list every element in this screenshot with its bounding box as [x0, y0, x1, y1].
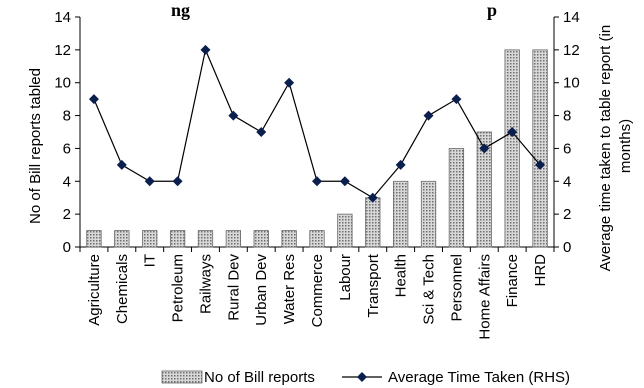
- bar: [169, 230, 186, 248]
- line-point: [312, 176, 322, 187]
- bar: [225, 230, 242, 248]
- line-point: [256, 127, 267, 137]
- line-point: [200, 44, 211, 55]
- bar: [281, 230, 297, 248]
- bar: [86, 230, 102, 248]
- bar: [253, 230, 269, 248]
- x-tick-label: Labour: [337, 254, 354, 301]
- line-point: [451, 94, 462, 105]
- x-tick-label: Railways: [197, 254, 214, 314]
- y-tick-label-left: 14: [54, 9, 71, 26]
- line-point: [172, 176, 183, 187]
- line-point: [367, 192, 378, 203]
- y-tick-label-right: 14: [563, 9, 580, 26]
- bar: [392, 180, 409, 248]
- x-tick-label: Finance: [504, 254, 521, 307]
- x-tick-label: Sci & Tech: [421, 254, 438, 325]
- bar: [365, 197, 381, 248]
- bar: [337, 213, 353, 248]
- y-tick-label-left: 10: [54, 75, 71, 92]
- x-tick-label: Transport: [365, 253, 382, 317]
- line-point: [144, 176, 155, 187]
- line-point: [116, 159, 127, 170]
- chart-title: ng p: [171, 0, 497, 20]
- x-tick-label: HRD: [532, 254, 549, 287]
- bar: [476, 131, 492, 248]
- x-tick-label: Urban Dev: [253, 254, 270, 326]
- x-tick-label: Petroleum: [170, 254, 187, 322]
- line-point: [228, 110, 239, 121]
- bar: [420, 180, 437, 248]
- y-tick-label-right: 10: [563, 75, 580, 92]
- bar: [197, 230, 214, 248]
- y-tick-label-left: 0: [63, 239, 71, 256]
- y-tick-label-right: 8: [563, 108, 571, 125]
- line-series: [88, 44, 546, 203]
- x-tick-label: IT: [142, 254, 159, 267]
- y-axis-left-label: No of Bill reports tabled: [27, 68, 44, 224]
- y-tick-label-right: 2: [563, 206, 571, 223]
- line-point: [507, 127, 518, 137]
- line-point: [88, 94, 99, 105]
- line-point: [395, 159, 406, 170]
- y-tick-label-left: 8: [63, 108, 71, 125]
- bar: [448, 148, 465, 248]
- y-tick-label-right: 6: [563, 140, 571, 157]
- y-tick-label-left: 6: [63, 140, 71, 157]
- tick-labels: 0 0 2 2 4 4 6 6 8 8 10 10 12 12 14 14 Agriculture Chemica…: [54, 9, 579, 340]
- legend-line-marker: [357, 372, 367, 382]
- line-point: [284, 77, 295, 88]
- x-tick-label: Agriculture: [86, 254, 103, 326]
- line-point: [535, 159, 546, 170]
- bar: [114, 230, 130, 248]
- legend: No of Bill reports Average Time Taken (R…: [161, 369, 570, 386]
- line-point: [339, 176, 350, 187]
- legend-bar-label: No of Bill reports: [204, 369, 315, 386]
- line-point: [423, 110, 434, 121]
- line-point: [479, 143, 490, 154]
- y-tick-label-left: 2: [63, 206, 71, 223]
- x-tick-label: Health: [393, 254, 410, 297]
- bar: [532, 49, 548, 248]
- bar: [504, 49, 520, 248]
- x-tick-label: Chemicals: [114, 254, 131, 324]
- x-tick-label: Personnel: [448, 254, 465, 322]
- legend-bar-swatch: [161, 370, 203, 384]
- x-tick-label: Home Affairs: [476, 254, 493, 340]
- y-tick-label-left: 12: [54, 42, 71, 59]
- y-axis-right-label-line2: months): [617, 119, 634, 173]
- x-tick-label: Water Res: [281, 254, 298, 324]
- bar: [142, 230, 158, 248]
- bar: [309, 230, 325, 248]
- y-axis-right-label-line1: Average time taken to table report (in: [597, 25, 614, 272]
- x-tick-label: Rural Dev: [225, 254, 242, 321]
- legend-line-label: Average Time Taken (RHS): [388, 369, 570, 386]
- y-axis-right-label: Average time taken to table report (in m…: [597, 21, 634, 272]
- y-tick-label-right: 12: [563, 42, 580, 59]
- y-tick-label-right: 4: [563, 173, 571, 190]
- y-tick-label-left: 4: [63, 173, 71, 190]
- x-tick-label: Commerce: [309, 254, 326, 327]
- y-tick-label-right: 0: [563, 239, 571, 256]
- bar-series: [86, 49, 548, 248]
- series-line: [93, 47, 541, 199]
